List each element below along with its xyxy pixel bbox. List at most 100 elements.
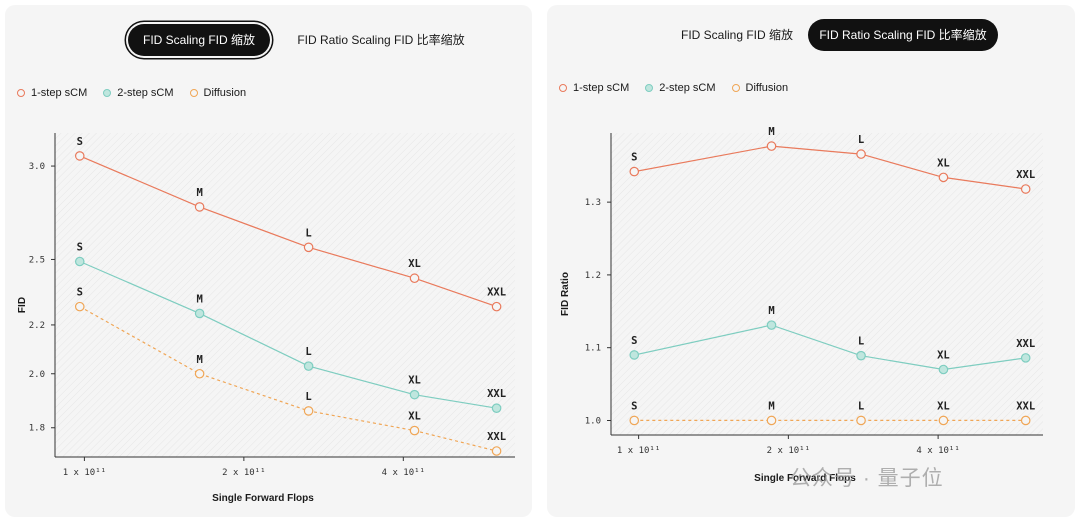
data-point-1-step bbox=[856, 149, 866, 159]
legend-marker-1-step bbox=[559, 84, 567, 92]
point-label-2-step: L bbox=[858, 336, 864, 348]
data-point-1-step bbox=[491, 301, 502, 312]
point-label-2-step: M bbox=[768, 305, 774, 317]
chart-tabs: FID Scaling FID 缩放 FID Ratio Scaling FID… bbox=[547, 5, 1075, 73]
point-label-2-step: L bbox=[305, 346, 311, 358]
data-point-diffusion bbox=[74, 301, 85, 312]
data-point-2-step bbox=[491, 403, 502, 413]
x-axis-title: Single Forward Flops bbox=[754, 473, 856, 484]
y-tick-label: 3.0 bbox=[29, 162, 45, 172]
data-point-2-step bbox=[194, 308, 205, 319]
x-tick-label: 1 x 10¹¹ bbox=[63, 468, 106, 478]
legend-label-diffusion: Diffusion bbox=[203, 87, 247, 99]
legend-marker-2-step bbox=[103, 89, 112, 97]
x-tick-label: 4 x 10¹¹ bbox=[916, 446, 959, 456]
data-point-diffusion bbox=[491, 446, 502, 456]
point-label-1-step: S bbox=[77, 136, 83, 148]
legend-item-diffusion: Diffusion bbox=[731, 82, 789, 94]
tab-fid-scaling[interactable]: FID Scaling FID 缩放 bbox=[128, 24, 270, 56]
point-label-1-step: XL bbox=[408, 258, 421, 270]
x-tick-label: 1 x 10¹¹ bbox=[617, 446, 660, 456]
fid-scaling-chart: 1.8 2.0 2.2 2.5 3.0 1 x 10¹¹ 2 x 10¹¹ 4 x 10¹¹ S… bbox=[17, 133, 515, 504]
legend-item-diffusion: Diffusion bbox=[189, 87, 247, 99]
data-point-2-step bbox=[303, 361, 314, 371]
legend: 1-step sCM 2-step sCM Diffusion bbox=[559, 82, 788, 94]
point-label-diffusion: M bbox=[768, 400, 774, 412]
data-point-1-step bbox=[629, 166, 640, 177]
x-axis-title: Single Forward Flops bbox=[212, 493, 314, 504]
legend-marker-1-step bbox=[17, 89, 25, 97]
data-point-2-step bbox=[1020, 353, 1031, 363]
y-axis-title: FID bbox=[17, 297, 28, 313]
watermark: 公众号 · 量子位 bbox=[790, 467, 944, 490]
point-label-2-step: S bbox=[631, 335, 637, 347]
legend-label-2-step: 2-step sCM bbox=[117, 87, 174, 99]
point-label-diffusion: L bbox=[858, 400, 864, 412]
point-label-1-step: S bbox=[631, 152, 637, 164]
data-point-1-step bbox=[938, 172, 949, 183]
data-point-diffusion bbox=[856, 415, 866, 426]
fid-scaling-panel: FID Scaling FID 缩放 FID Ratio Scaling FID… bbox=[5, 5, 532, 517]
data-point-1-step bbox=[1020, 184, 1031, 194]
data-point-diffusion bbox=[1020, 415, 1031, 426]
data-point-diffusion bbox=[766, 415, 777, 426]
data-point-2-step bbox=[766, 320, 777, 330]
x-tick-label: 4 x 10¹¹ bbox=[382, 468, 425, 478]
point-label-1-step: L bbox=[305, 227, 311, 239]
point-label-2-step: XL bbox=[408, 375, 421, 387]
point-label-2-step: XXL bbox=[487, 388, 506, 400]
y-tick-label: 1.1 bbox=[585, 344, 601, 354]
data-point-1-step bbox=[766, 141, 777, 151]
y-tick-label: 1.0 bbox=[585, 416, 601, 426]
point-label-1-step: XL bbox=[937, 157, 950, 169]
legend-marker-diffusion bbox=[731, 84, 740, 92]
y-tick-label: 2.5 bbox=[29, 255, 45, 265]
point-label-diffusion: XXL bbox=[487, 431, 506, 443]
legend-item-2-step: 2-step sCM bbox=[645, 82, 716, 94]
legend-item-1-step: 1-step sCM bbox=[17, 87, 87, 99]
legend-marker-diffusion bbox=[189, 89, 198, 97]
data-point-2-step bbox=[74, 256, 85, 267]
y-tick-label: 2.0 bbox=[29, 370, 45, 380]
point-label-diffusion: S bbox=[631, 400, 637, 412]
plot-area bbox=[55, 133, 515, 457]
data-point-1-step bbox=[194, 202, 205, 212]
point-label-diffusion: S bbox=[77, 287, 83, 299]
y-tick-label: 1.2 bbox=[585, 271, 601, 281]
fid-ratio-chart: 1.0 1.1 1.2 1.3 1 x 10¹¹ 2 x 10¹¹ 4 x 10¹¹ Sing… bbox=[560, 126, 1043, 484]
data-point-2-step bbox=[409, 389, 420, 400]
data-point-2-step bbox=[938, 364, 949, 375]
data-point-diffusion bbox=[194, 368, 205, 379]
fid-ratio-panel: FID Scaling FID 缩放 FID Ratio Scaling FID… bbox=[547, 5, 1075, 517]
tab-fid-ratio-scaling[interactable]: FID Ratio Scaling FID 比率缩放 bbox=[297, 33, 465, 47]
data-point-diffusion bbox=[303, 406, 314, 416]
data-point-2-step bbox=[629, 350, 640, 360]
legend-item-2-step: 2-step sCM bbox=[103, 87, 174, 99]
legend-label-1-step: 1-step sCM bbox=[31, 87, 88, 99]
x-tick-label: 2 x 10¹¹ bbox=[767, 446, 810, 456]
point-label-2-step: S bbox=[77, 242, 83, 254]
point-label-diffusion: XXL bbox=[1016, 400, 1035, 412]
data-point-1-step bbox=[409, 273, 420, 284]
point-label-1-step: L bbox=[858, 134, 864, 146]
point-label-1-step: M bbox=[768, 126, 774, 138]
data-point-diffusion bbox=[629, 415, 640, 426]
y-tick-label: 1.8 bbox=[29, 424, 45, 434]
point-label-1-step: M bbox=[196, 187, 202, 199]
point-label-1-step: XXL bbox=[1016, 169, 1035, 181]
point-label-2-step: XL bbox=[937, 350, 950, 362]
legend-item-1-step: 1-step sCM bbox=[559, 82, 629, 94]
point-label-diffusion: XL bbox=[408, 411, 421, 423]
point-label-2-step: XXL bbox=[1016, 338, 1035, 350]
legend-label-diffusion: Diffusion bbox=[745, 82, 789, 94]
point-label-1-step: XXL bbox=[487, 287, 506, 299]
chart-tabs: FID Scaling FID 缩放 FID Ratio Scaling FID… bbox=[5, 5, 532, 73]
tab-fid-scaling[interactable]: FID Scaling FID 缩放 bbox=[680, 28, 794, 42]
point-label-diffusion: L bbox=[305, 391, 311, 403]
legend-label-1-step: 1-step sCM bbox=[573, 82, 630, 94]
legend: 1-step sCM 2-step sCM Diffusion bbox=[17, 87, 246, 99]
tab-fid-ratio-scaling[interactable]: FID Ratio Scaling FID 比率缩放 bbox=[808, 19, 998, 51]
legend-label-2-step: 2-step sCM bbox=[659, 82, 716, 94]
plot-area bbox=[611, 133, 1043, 435]
data-point-diffusion bbox=[938, 415, 949, 426]
